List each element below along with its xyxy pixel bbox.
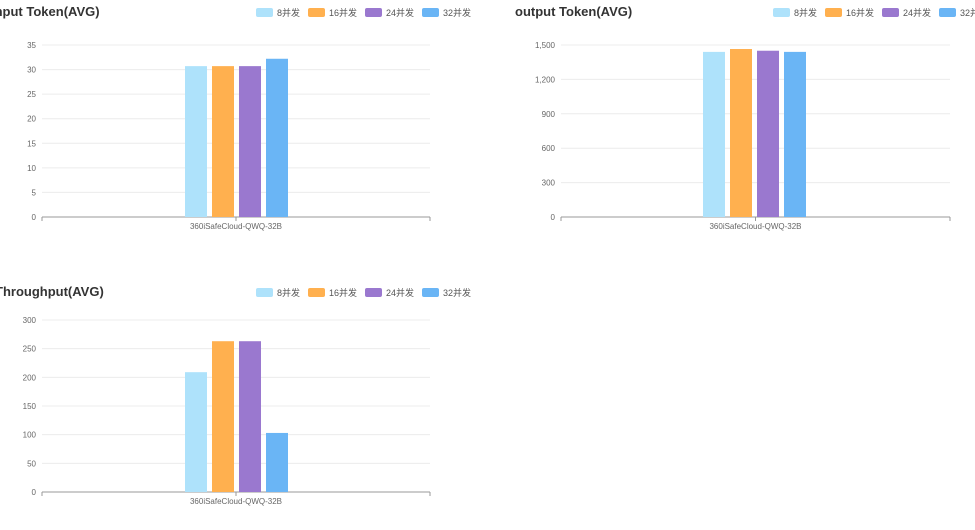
y-tick-label: 15	[27, 139, 36, 148]
legend-item-8[interactable]: 8并发	[773, 6, 817, 19]
y-tick-label: 600	[542, 144, 556, 153]
legend-item-16[interactable]: 16并发	[308, 6, 357, 19]
y-tick-label: 30	[27, 66, 36, 75]
legend-label: 24并发	[903, 8, 932, 18]
legend-item-32[interactable]: 32并发	[422, 286, 471, 299]
legend-label: 8并发	[277, 8, 301, 18]
y-tick-label: 250	[23, 345, 37, 354]
bar	[730, 49, 752, 217]
y-tick-label: 1,200	[535, 75, 556, 84]
input-token-chart-panel: Input Token(AVG) 8并发 16并发 24并发 32并发 0 5 10…	[0, 0, 471, 250]
legend-swatch	[256, 8, 273, 17]
chart-legend: 8并发 16并发 24并发 32并发	[256, 286, 471, 299]
bar	[185, 372, 207, 492]
chart-legend: 8并发 16并发 24并发 32并发	[773, 6, 975, 19]
bar	[266, 432, 288, 492]
throughput-bar-chart: 0 50 100 150 200 250 300 360iSafeCloud-QWQ-32B	[23, 316, 431, 506]
legend-swatch	[365, 8, 383, 17]
y-tick-label: 300	[542, 179, 556, 188]
chart-title: Throughput(AVG)	[0, 284, 104, 299]
bar	[266, 58, 288, 218]
legend-swatch	[308, 288, 326, 297]
input-token-bar-chart: 0 5 10 15 20 25 30 35 360iSafeCloud-QWQ-32B	[27, 41, 431, 231]
legend-swatch	[773, 8, 790, 17]
legend-label: 16并发	[846, 8, 875, 18]
chart-title: output Token(AVG)	[515, 4, 633, 19]
bar	[185, 66, 207, 217]
x-category-label: 360iSafeCloud-QWQ-32B	[190, 497, 282, 506]
legend-label: 32并发	[443, 288, 472, 298]
legend-item-8[interactable]: 8并发	[256, 286, 300, 299]
legend-label: 24并发	[386, 288, 415, 298]
bar	[239, 66, 261, 217]
legend-item-24[interactable]: 24并发	[365, 286, 414, 299]
legend-label: 32并发	[443, 8, 472, 18]
legend-item-32[interactable]: 32并发	[939, 6, 975, 19]
y-tick-label: 150	[23, 402, 37, 411]
y-tick-label: 35	[27, 41, 36, 50]
legend-swatch	[939, 8, 957, 17]
y-tick-label: 5	[32, 188, 37, 197]
chart-title: Input Token(AVG)	[0, 4, 100, 19]
y-tick-label: 10	[27, 164, 36, 173]
bar	[784, 51, 806, 217]
legend-item-16[interactable]: 16并发	[308, 286, 357, 299]
legend-item-32[interactable]: 32并发	[422, 6, 471, 19]
legend-label: 24并发	[386, 8, 415, 18]
throughput-chart-panel: Throughput(AVG) 8并发 16并发 24并发 32并发 0 50 10…	[0, 280, 471, 530]
legend-swatch	[256, 288, 273, 297]
y-tick-label: 200	[23, 373, 37, 382]
y-tick-label: 900	[542, 110, 556, 119]
y-tick-label: 100	[23, 431, 37, 440]
legend-label: 32并发	[960, 8, 975, 18]
legend-label: 16并发	[329, 288, 358, 298]
y-tick-label: 0	[551, 213, 556, 222]
y-tick-label: 25	[27, 90, 36, 99]
legend-swatch	[422, 8, 440, 17]
legend-label: 8并发	[277, 288, 301, 298]
legend-item-16[interactable]: 16并发	[825, 6, 874, 19]
bar	[703, 51, 725, 217]
output-token-chart-panel: output Token(AVG) 8并发 16并发 24并发 32并发 0 30…	[515, 0, 975, 250]
bar	[757, 50, 779, 217]
x-category-label: 360iSafeCloud-QWQ-32B	[709, 222, 801, 231]
y-tick-label: 1,500	[535, 41, 556, 50]
x-category-label: 360iSafeCloud-QWQ-32B	[190, 222, 282, 231]
legend-swatch	[825, 8, 843, 17]
legend-item-24[interactable]: 24并发	[365, 6, 414, 19]
y-tick-label: 300	[23, 316, 37, 325]
legend-item-8[interactable]: 8并发	[256, 6, 300, 19]
bar	[212, 66, 234, 217]
chart-legend: 8并发 16并发 24并发 32并发	[256, 6, 471, 19]
legend-label: 16并发	[329, 8, 358, 18]
legend-item-24[interactable]: 24并发	[882, 6, 931, 19]
output-token-bar-chart: 0 300 600 900 1,200 1,500 360iSafeCloud-QWQ-32…	[535, 41, 951, 231]
legend-swatch	[422, 288, 440, 297]
legend-label: 8并发	[794, 8, 818, 18]
legend-swatch	[365, 288, 383, 297]
bar	[212, 341, 234, 492]
bar	[239, 341, 261, 492]
y-tick-label: 20	[27, 115, 36, 124]
legend-swatch	[882, 8, 900, 17]
y-tick-label: 0	[32, 488, 37, 497]
legend-swatch	[308, 8, 326, 17]
y-tick-label: 0	[32, 213, 37, 222]
y-tick-label: 50	[27, 459, 36, 468]
